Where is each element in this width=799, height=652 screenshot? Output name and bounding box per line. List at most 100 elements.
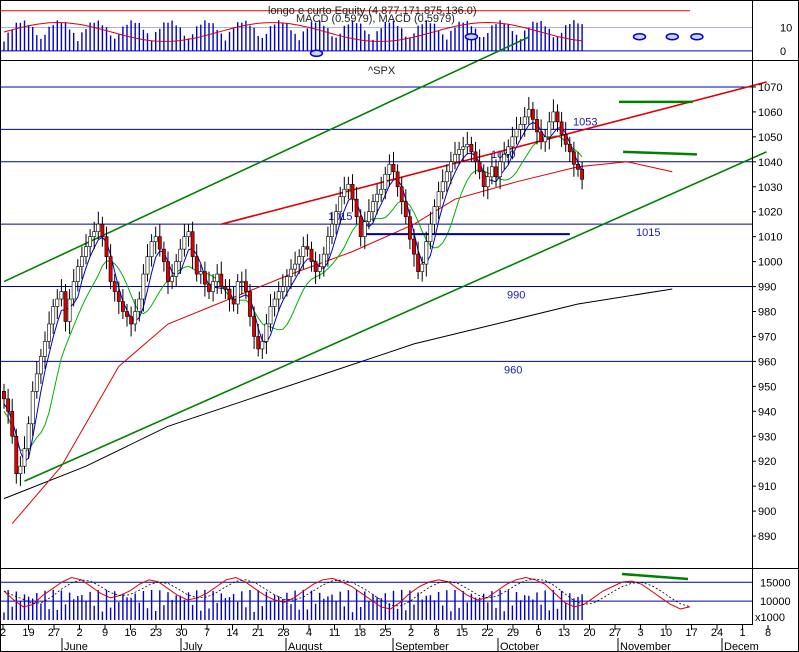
candle — [14, 428, 19, 484]
x-tick-label: 8 — [765, 627, 771, 639]
x-tick-label: 16 — [124, 627, 136, 639]
candle-body — [162, 248, 166, 262]
candle-body — [264, 323, 269, 342]
candle-body — [457, 149, 462, 155]
candle — [305, 234, 310, 257]
candle-body — [330, 223, 334, 237]
candle — [71, 269, 76, 307]
candle — [252, 306, 257, 349]
candle — [526, 96, 531, 125]
candle-body — [6, 398, 11, 412]
candle-body — [137, 298, 142, 312]
candle-body — [465, 144, 470, 148]
candle — [543, 129, 548, 152]
candle-body — [539, 131, 544, 143]
candle — [571, 141, 576, 177]
candle — [84, 234, 88, 265]
candle — [440, 169, 445, 200]
candle-body — [321, 253, 326, 267]
candle-body — [440, 181, 445, 193]
candle — [108, 244, 113, 290]
candle — [293, 251, 298, 277]
candle — [580, 161, 585, 190]
candle — [297, 249, 302, 275]
candle — [469, 136, 474, 162]
candle — [301, 236, 306, 270]
candle — [43, 331, 47, 369]
candle-body — [174, 261, 179, 277]
candle-body — [166, 261, 170, 282]
candle — [116, 281, 121, 314]
candle-body — [268, 306, 273, 325]
y-tick-label-920: 920 — [758, 456, 776, 468]
bottom-tick-label-15000: 15000 — [760, 577, 791, 589]
candle-body — [121, 301, 125, 312]
candle — [186, 224, 191, 247]
candle — [244, 269, 248, 300]
candle — [190, 221, 195, 270]
x-tick-label: 2 — [0, 627, 6, 639]
candle-body — [436, 191, 441, 208]
candle-body — [203, 271, 207, 285]
macd-marker — [632, 32, 647, 41]
candle — [34, 361, 39, 399]
candle-body — [211, 281, 216, 292]
y-tick-label-1000: 1000 — [758, 257, 782, 269]
candle-body — [473, 151, 478, 163]
candle — [170, 264, 175, 290]
candle-body — [383, 173, 388, 190]
candle-body — [178, 248, 183, 262]
y-tick-label-970: 970 — [758, 331, 776, 343]
candle — [166, 251, 170, 295]
candle — [96, 211, 101, 240]
candle — [248, 284, 252, 327]
candle — [342, 176, 347, 205]
candle — [125, 304, 129, 327]
candle-body — [252, 316, 257, 337]
candle — [203, 261, 207, 297]
candle-body — [485, 176, 490, 188]
candle — [330, 211, 334, 245]
candle-body — [14, 435, 19, 474]
candle — [502, 141, 507, 170]
candle — [383, 166, 388, 200]
level-label-1053: 1053 — [573, 116, 597, 128]
candle — [379, 176, 384, 202]
x-tick-label: 19 — [22, 627, 34, 639]
candle — [424, 231, 429, 277]
candle-body — [125, 311, 129, 317]
candle — [104, 226, 109, 270]
candle — [567, 136, 572, 162]
candle-body — [576, 163, 580, 170]
candle-body — [133, 311, 138, 325]
candle — [174, 254, 179, 287]
y-tick-label-1070: 1070 — [758, 82, 782, 94]
candle-body — [63, 291, 68, 322]
macd-marker — [690, 32, 704, 41]
candle-body — [223, 286, 228, 290]
x-tick-label: 1 — [739, 627, 745, 639]
x-tick-label: 18 — [354, 627, 366, 639]
candle — [129, 306, 134, 337]
candle — [510, 126, 515, 160]
candle-body — [215, 273, 220, 282]
candle-body — [580, 168, 585, 180]
stoch-d-line — [3, 578, 691, 608]
candle — [366, 199, 371, 230]
candle-body — [559, 121, 564, 135]
x-tick-label: 9 — [102, 627, 108, 639]
month-label: July — [183, 641, 203, 652]
candle-body — [498, 161, 503, 178]
candle-body — [92, 231, 97, 237]
candle — [485, 166, 490, 200]
candle-body — [362, 221, 367, 237]
candle — [2, 383, 6, 409]
candle — [317, 254, 322, 280]
candle — [100, 216, 105, 247]
candle-body — [469, 144, 474, 153]
candle-body — [67, 298, 72, 322]
candle — [551, 99, 556, 130]
candle — [375, 184, 380, 215]
candle-body — [391, 163, 396, 173]
candle — [141, 264, 146, 312]
